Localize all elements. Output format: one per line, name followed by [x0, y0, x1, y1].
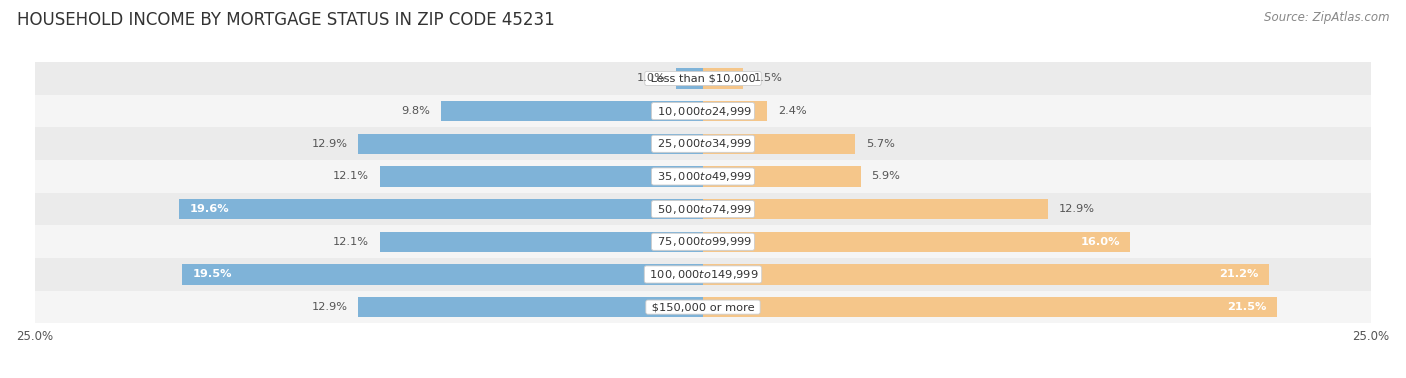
Bar: [703, 166, 860, 187]
Text: $150,000 or more: $150,000 or more: [648, 302, 758, 312]
Bar: [35, 127, 1371, 160]
Text: 12.1%: 12.1%: [333, 237, 368, 247]
Legend: Without Mortgage, With Mortgage: Without Mortgage, With Mortgage: [578, 376, 828, 378]
Bar: [703, 297, 1277, 317]
Bar: [703, 134, 855, 154]
Text: 19.5%: 19.5%: [193, 270, 232, 279]
Text: $10,000 to $24,999: $10,000 to $24,999: [654, 105, 752, 118]
Bar: [35, 225, 1371, 258]
Bar: [35, 62, 1371, 95]
Text: 12.9%: 12.9%: [312, 302, 347, 312]
Bar: [703, 264, 1270, 285]
Bar: [359, 134, 703, 154]
Text: 16.0%: 16.0%: [1080, 237, 1119, 247]
Text: 9.8%: 9.8%: [402, 106, 430, 116]
Text: $35,000 to $49,999: $35,000 to $49,999: [654, 170, 752, 183]
Text: $75,000 to $99,999: $75,000 to $99,999: [654, 235, 752, 248]
Bar: [181, 264, 703, 285]
Bar: [35, 95, 1371, 127]
Bar: [441, 101, 703, 121]
Text: 5.9%: 5.9%: [872, 172, 900, 181]
Text: $25,000 to $34,999: $25,000 to $34,999: [654, 137, 752, 150]
Text: Less than $10,000: Less than $10,000: [647, 73, 759, 84]
Text: 12.9%: 12.9%: [312, 139, 347, 149]
Bar: [35, 258, 1371, 291]
Bar: [380, 232, 703, 252]
Text: 2.4%: 2.4%: [778, 106, 807, 116]
Text: $50,000 to $74,999: $50,000 to $74,999: [654, 203, 752, 215]
Text: 12.1%: 12.1%: [333, 172, 368, 181]
Text: 1.0%: 1.0%: [637, 73, 665, 84]
Bar: [703, 232, 1130, 252]
Bar: [359, 297, 703, 317]
Bar: [35, 291, 1371, 324]
Text: 12.9%: 12.9%: [1059, 204, 1094, 214]
Bar: [703, 199, 1047, 219]
Bar: [35, 160, 1371, 193]
Text: $100,000 to $149,999: $100,000 to $149,999: [647, 268, 759, 281]
Text: 1.5%: 1.5%: [754, 73, 783, 84]
Bar: [180, 199, 703, 219]
Text: HOUSEHOLD INCOME BY MORTGAGE STATUS IN ZIP CODE 45231: HOUSEHOLD INCOME BY MORTGAGE STATUS IN Z…: [17, 11, 554, 29]
Text: 5.7%: 5.7%: [866, 139, 894, 149]
Text: Source: ZipAtlas.com: Source: ZipAtlas.com: [1264, 11, 1389, 24]
Text: 19.6%: 19.6%: [190, 204, 229, 214]
Bar: [380, 166, 703, 187]
Bar: [703, 68, 742, 88]
Text: 21.5%: 21.5%: [1227, 302, 1267, 312]
Bar: [676, 68, 703, 88]
Bar: [703, 101, 768, 121]
Text: 21.2%: 21.2%: [1219, 270, 1258, 279]
Bar: [35, 193, 1371, 225]
